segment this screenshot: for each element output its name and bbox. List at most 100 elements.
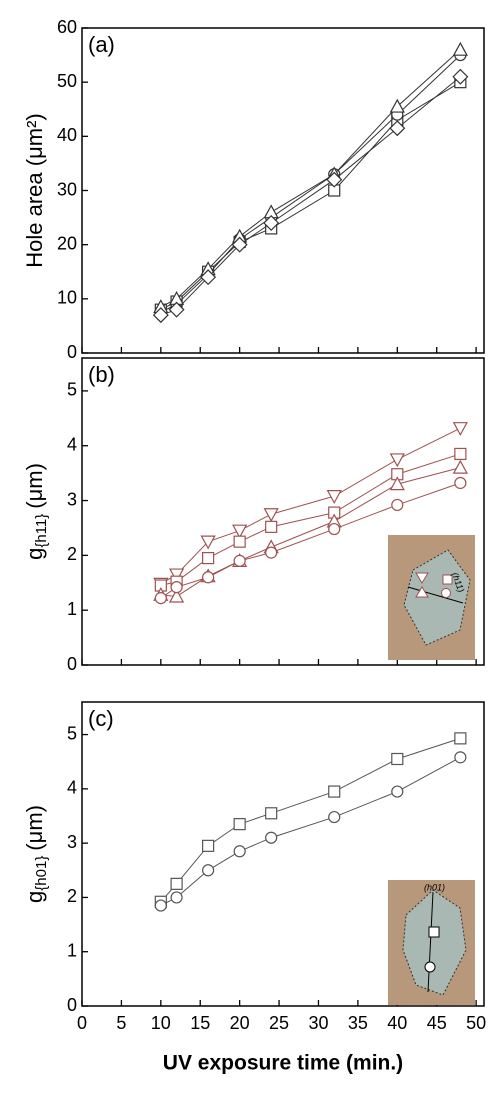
series-line [160, 49, 461, 308]
panel-label: (b) [88, 362, 115, 387]
marker [202, 864, 215, 877]
marker [454, 751, 467, 764]
y-tick-label: 5 [67, 380, 77, 400]
marker [391, 752, 404, 766]
panel-label: (c) [88, 706, 114, 731]
marker [326, 171, 343, 188]
marker [200, 269, 217, 286]
y-axis-label-part: {h01} [33, 856, 50, 891]
y-axis-label: g{h01} (μm) [22, 805, 50, 903]
marker [168, 301, 185, 318]
y-tick-label: 30 [57, 179, 77, 199]
marker [452, 459, 468, 474]
inset-crystal [402, 889, 467, 996]
x-tick-label: 35 [348, 1013, 368, 1033]
y-tick-label: 0 [67, 654, 77, 674]
y-axis-label: g{h11} (μm) [22, 463, 50, 560]
x-tick-label: 50 [466, 1013, 486, 1033]
inset-marker [415, 586, 429, 598]
y-axis-label-part: g [22, 891, 47, 903]
marker [265, 546, 278, 559]
x-tick-label: 45 [427, 1013, 447, 1033]
marker [389, 120, 406, 137]
plot-frame [81, 701, 485, 1007]
marker [452, 41, 468, 56]
x-tick-label: 25 [269, 1013, 289, 1033]
y-tick-label: 4 [67, 778, 77, 798]
y-tick-label: 40 [57, 125, 77, 145]
x-tick-label: 20 [230, 1013, 250, 1033]
marker [202, 571, 215, 584]
marker [168, 588, 185, 603]
x-tick-label: 15 [190, 1013, 210, 1033]
marker [452, 422, 468, 437]
y-tick-label: 4 [67, 434, 77, 454]
marker [170, 891, 183, 904]
x-tick-label: 40 [387, 1013, 407, 1033]
plot-frame [81, 357, 485, 666]
series-line [160, 76, 461, 316]
marker [391, 785, 404, 798]
marker [232, 524, 248, 539]
marker [328, 810, 341, 824]
inset-marker [424, 961, 436, 973]
series-line [160, 737, 461, 903]
marker [170, 877, 183, 890]
marker [452, 68, 469, 85]
marker [168, 568, 185, 583]
x-axis-label: UV exposure time (min.) [163, 1052, 403, 1075]
marker [328, 785, 341, 798]
x-tick-label: 10 [151, 1013, 171, 1033]
x-tick-label: 30 [308, 1013, 328, 1033]
y-tick-label: 2 [67, 544, 77, 564]
marker [454, 447, 467, 461]
marker [233, 818, 246, 831]
marker [154, 592, 167, 605]
marker [391, 498, 404, 512]
marker [454, 476, 467, 490]
marker [328, 522, 341, 536]
marker [154, 899, 167, 912]
y-tick-label: 1 [67, 599, 77, 619]
marker [170, 581, 183, 594]
y-axis-label-part: Hole area (μm²) [22, 113, 47, 267]
y-tick-label: 60 [57, 17, 77, 37]
marker [389, 476, 405, 491]
inset-arrow [427, 891, 434, 993]
y-tick-label: 50 [57, 71, 77, 91]
inset-marker [415, 572, 429, 584]
y-tick-label: 0 [67, 342, 77, 362]
x-tick-label: 5 [116, 1013, 126, 1033]
marker [202, 839, 215, 852]
marker [263, 215, 280, 231]
marker [231, 236, 248, 253]
marker [263, 508, 279, 523]
series-line [160, 756, 461, 907]
marker [233, 845, 246, 858]
y-axis-label-part: (μm) [22, 463, 47, 509]
marker [389, 98, 405, 113]
marker [200, 535, 216, 550]
y-tick-label: 3 [67, 832, 77, 852]
inset-marker [442, 574, 453, 585]
y-tick-label: 2 [67, 886, 77, 906]
inset-label: (h01) [424, 882, 445, 892]
y-tick-label: 10 [57, 288, 77, 308]
marker [454, 732, 467, 745]
series-line [160, 54, 461, 313]
marker [265, 831, 278, 844]
inset-marker [441, 588, 451, 598]
y-tick-label: 0 [67, 995, 77, 1015]
y-tick-label: 5 [67, 723, 77, 743]
y-tick-label: 1 [67, 940, 77, 960]
y-axis-label-part: g [22, 548, 47, 560]
y-axis-label-part: {h11} [33, 514, 50, 548]
marker [326, 490, 342, 505]
marker [233, 535, 246, 548]
y-axis-label-part: (μm) [22, 805, 47, 851]
y-axis-label: Hole area (μm²) [22, 113, 47, 267]
inset-marker [428, 926, 440, 938]
plot-frame [81, 27, 485, 354]
inset-arrow [407, 586, 464, 604]
